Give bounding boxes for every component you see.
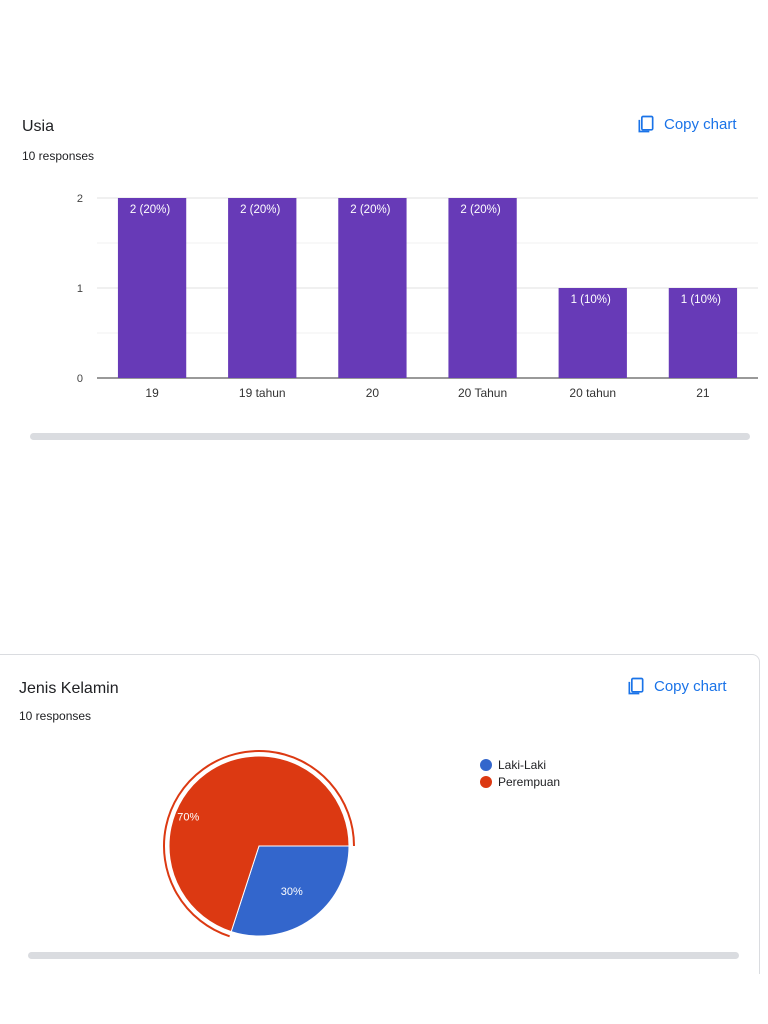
horizontal-scrollbar[interactable] bbox=[30, 433, 750, 440]
response-count: 10 responses bbox=[19, 709, 92, 723]
bar[interactable] bbox=[448, 198, 517, 378]
bar[interactable] bbox=[668, 288, 738, 378]
pie-chart: 30% 70% bbox=[163, 750, 355, 938]
copy-icon bbox=[638, 115, 654, 133]
copy-chart-button[interactable]: Copy chart bbox=[626, 676, 727, 696]
x-tick-label: 20 Tahun bbox=[458, 386, 507, 400]
y-tick-label: 2 bbox=[77, 193, 83, 205]
chart-title: Usia bbox=[22, 118, 55, 135]
copy-chart-label: Copy chart bbox=[664, 115, 737, 133]
legend: Laki-Laki Perempuan bbox=[480, 756, 560, 790]
chart-title: Jenis Kelamin bbox=[19, 680, 119, 697]
legend-label: Perempuan bbox=[498, 774, 561, 789]
bar[interactable] bbox=[117, 198, 187, 378]
legend-dot bbox=[480, 775, 492, 788]
bar[interactable] bbox=[558, 288, 627, 378]
legend-item-perempuan[interactable]: Perempuan bbox=[480, 773, 560, 790]
usia-chart-card: Usia 10 responses Copy chart 0 1 2 2 (20%) 1… bbox=[0, 95, 768, 455]
x-tick-label: 21 bbox=[696, 386, 710, 400]
legend-dot bbox=[480, 758, 492, 771]
bar[interactable] bbox=[228, 198, 297, 378]
data-label: 1 (10%) bbox=[681, 294, 721, 306]
legend-label: Laki-Laki bbox=[498, 757, 547, 772]
slice-label: 70% bbox=[177, 812, 199, 824]
horizontal-scrollbar[interactable] bbox=[28, 952, 739, 959]
bar-chart: 0 1 2 2 (20%) 19 2 (20%) 19 tahun 2 (20%) 20 2 (2… bbox=[77, 193, 758, 400]
data-label: 2 (20%) bbox=[240, 204, 280, 216]
x-tick-label: 19 bbox=[145, 386, 159, 400]
data-label: 2 (20%) bbox=[460, 204, 500, 216]
x-tick-label: 19 tahun bbox=[239, 386, 286, 400]
x-tick-label: 20 bbox=[366, 386, 380, 400]
slice-label: 30% bbox=[281, 886, 303, 898]
legend-item-laki-laki[interactable]: Laki-Laki bbox=[480, 756, 560, 773]
selection-ring bbox=[163, 750, 355, 938]
x-tick-label: 20 tahun bbox=[569, 386, 616, 400]
pie-slice-perempuan[interactable] bbox=[168, 755, 350, 933]
jenis-kelamin-chart-card: Jenis Kelamin 10 responses Copy chart 30… bbox=[0, 654, 760, 974]
copy-chart-label: Copy chart bbox=[654, 677, 727, 695]
data-label: 1 (10%) bbox=[571, 294, 611, 306]
bar[interactable] bbox=[338, 198, 407, 378]
copy-icon bbox=[628, 677, 644, 695]
y-tick-label: 0 bbox=[77, 373, 83, 385]
data-label: 2 (20%) bbox=[130, 204, 170, 216]
pie-slice-laki-laki[interactable] bbox=[230, 845, 350, 937]
response-count: 10 responses bbox=[22, 149, 95, 163]
copy-chart-button[interactable]: Copy chart bbox=[636, 114, 737, 134]
data-label: 2 (20%) bbox=[350, 204, 390, 216]
y-tick-label: 1 bbox=[77, 283, 83, 295]
